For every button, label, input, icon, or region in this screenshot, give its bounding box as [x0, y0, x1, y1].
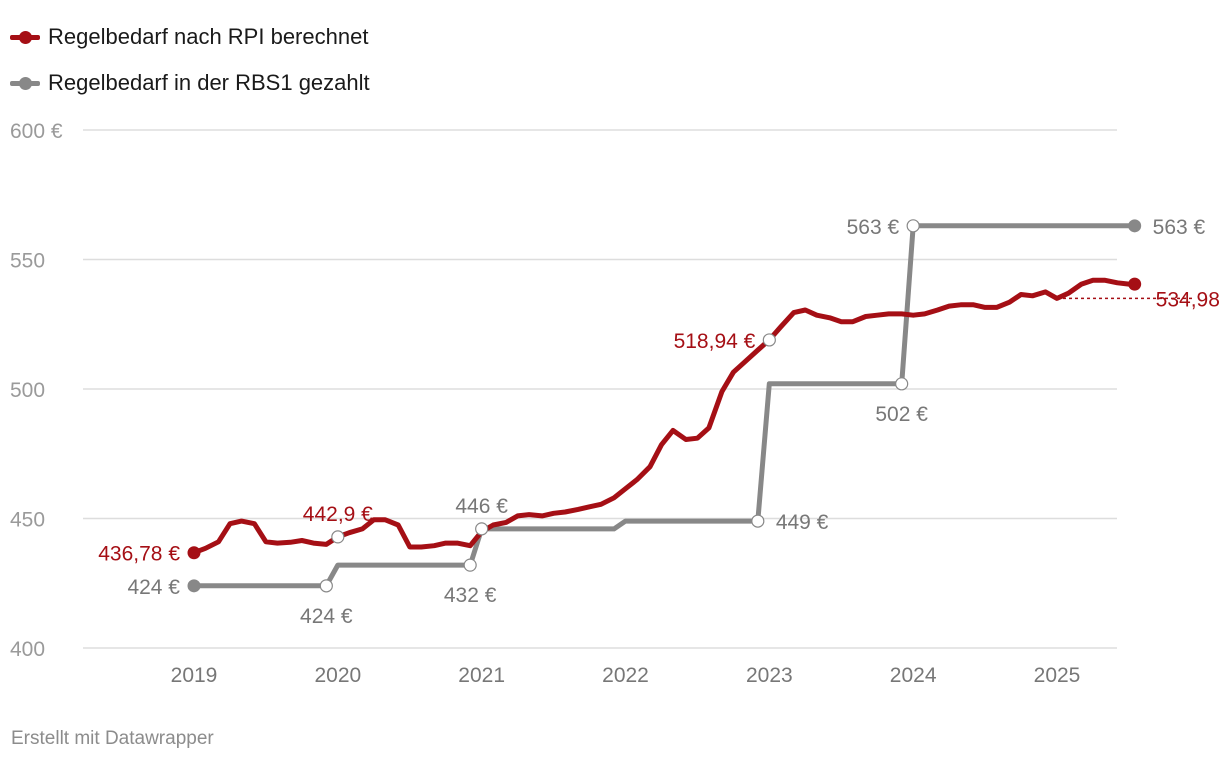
- y-tick-label-500: 500: [10, 379, 45, 402]
- data-point-rbs-1[interactable]: [319, 579, 333, 593]
- data-point-rbs-5[interactable]: [895, 377, 909, 391]
- x-tick-label-2021: 2021: [458, 664, 505, 687]
- data-point-rbs-6[interactable]: [906, 219, 920, 233]
- legend: Regelbedarf nach RPI berechnet Regelbeda…: [10, 14, 370, 106]
- legend-swatch-rpi: [10, 28, 40, 46]
- x-tick-label-2020: 2020: [314, 664, 361, 687]
- y-tick-label-550: 550: [10, 250, 45, 273]
- data-label-rpi-1: 442,9 €: [303, 503, 373, 526]
- series-line-rbs[interactable]: [191, 223, 1138, 589]
- data-label-rbs-1: 424 €: [300, 605, 353, 628]
- data-point-rpi-1[interactable]: [331, 530, 345, 544]
- series-line-rpi[interactable]: [191, 277, 1138, 556]
- footer-credit: Erstellt mit Datawrapper: [11, 728, 214, 749]
- legend-label-rbs: Regelbedarf in der RBS1 gezahlt: [48, 70, 370, 95]
- data-point-rbs-7[interactable]: [1128, 219, 1142, 233]
- legend-swatch-rbs: [10, 74, 40, 92]
- data-label-rbs-0: 424 €: [127, 576, 180, 599]
- data-label-rpi-0: 436,78 €: [98, 543, 180, 566]
- x-tick-label-2023: 2023: [746, 664, 793, 687]
- data-label-rbs-7: 563 €: [1153, 216, 1206, 239]
- data-label-rbs-5: 502 €: [875, 403, 928, 426]
- x-tick-label-2022: 2022: [602, 664, 649, 687]
- data-point-rbs-4[interactable]: [751, 514, 765, 528]
- y-tick-label-400: 400: [10, 638, 45, 661]
- data-label-rbs-6: 563 €: [847, 216, 900, 239]
- data-label-rpi-end: 534,98 €: [1156, 288, 1220, 311]
- x-tick-label-2025: 2025: [1034, 664, 1081, 687]
- data-label-rbs-3: 446 €: [455, 495, 508, 518]
- data-point-rpi-end[interactable]: [1128, 277, 1142, 291]
- data-point-rbs-3[interactable]: [475, 522, 489, 536]
- data-point-rpi-2[interactable]: [762, 333, 776, 347]
- data-label-rbs-2: 432 €: [444, 584, 497, 607]
- legend-item-rbs[interactable]: Regelbedarf in der RBS1 gezahlt: [10, 60, 370, 106]
- y-tick-label-600: 600 €: [10, 120, 63, 143]
- x-tick-label-2019: 2019: [171, 664, 218, 687]
- data-label-rbs-4: 449 €: [776, 511, 829, 534]
- data-point-rbs-0[interactable]: [187, 579, 201, 593]
- x-tick-label-2024: 2024: [890, 664, 937, 687]
- data-point-rpi-0[interactable]: [187, 546, 201, 560]
- y-tick-label-450: 450: [10, 509, 45, 532]
- data-point-rbs-2[interactable]: [463, 558, 477, 572]
- data-label-rpi-2: 518,94 €: [674, 330, 756, 353]
- legend-label-rpi: Regelbedarf nach RPI berechnet: [48, 24, 369, 49]
- legend-item-rpi[interactable]: Regelbedarf nach RPI berechnet: [10, 14, 370, 60]
